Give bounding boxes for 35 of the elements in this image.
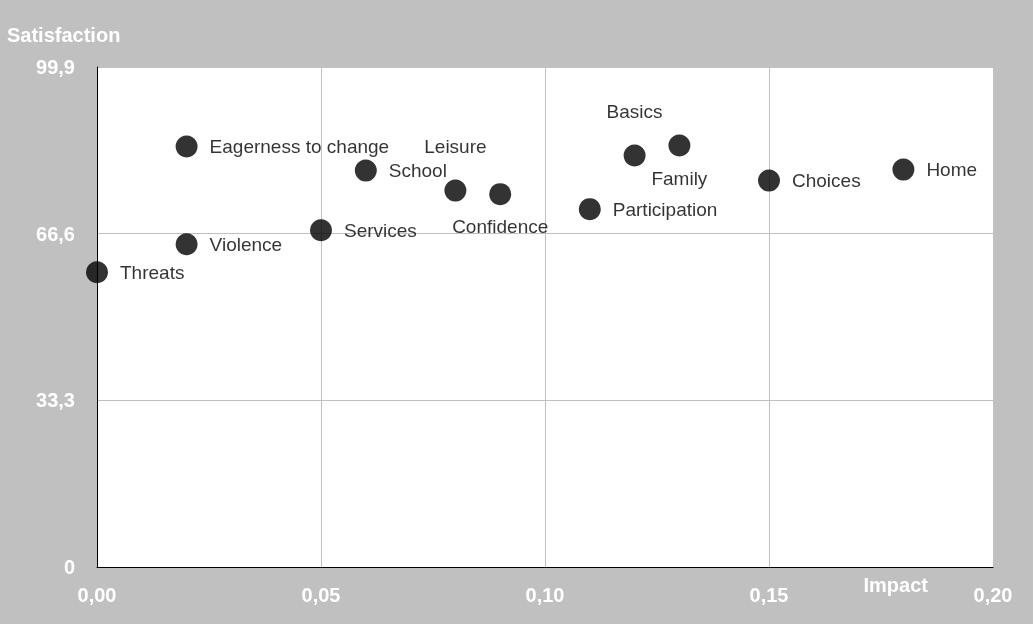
point bbox=[175, 233, 198, 256]
point bbox=[444, 179, 467, 202]
annotation: Choices bbox=[792, 170, 861, 192]
x-tick-label: 0,15 bbox=[749, 584, 789, 606]
point bbox=[86, 261, 108, 284]
point bbox=[175, 135, 198, 158]
annotation: Violence bbox=[209, 233, 283, 255]
x-tick-label: 0,10 bbox=[525, 584, 565, 606]
point bbox=[623, 144, 646, 167]
x-tick-label: 0,00 bbox=[77, 584, 117, 606]
point bbox=[354, 159, 377, 182]
y-tick-label: 99,9 bbox=[36, 56, 75, 78]
annotation: Threats bbox=[120, 261, 185, 283]
point bbox=[758, 169, 780, 192]
x-tick-label: 0,05 bbox=[301, 584, 341, 606]
point bbox=[892, 158, 915, 181]
y-tick-label: 0 bbox=[63, 556, 75, 578]
x-axis-title: Impact bbox=[863, 574, 929, 596]
annotation: Home bbox=[926, 159, 978, 181]
annotation: Services bbox=[344, 219, 417, 241]
annotation: School bbox=[388, 160, 447, 182]
annotation: Family bbox=[651, 167, 708, 189]
annotation: Confidence bbox=[452, 216, 549, 238]
point bbox=[310, 219, 332, 242]
annotation: Leisure bbox=[424, 135, 487, 157]
x-tick-label: 0,20 bbox=[973, 584, 1013, 606]
y-tick-label: 33,3 bbox=[36, 389, 75, 412]
y-axis-title: Satisfaction bbox=[7, 24, 121, 46]
y-tick-label: 66,6 bbox=[36, 222, 75, 245]
annotation: Eagerness to change bbox=[209, 136, 390, 158]
annotation: Basics bbox=[606, 100, 663, 122]
point bbox=[668, 134, 691, 157]
point bbox=[489, 183, 512, 206]
annotation: Participation bbox=[612, 198, 718, 220]
point bbox=[578, 198, 601, 221]
